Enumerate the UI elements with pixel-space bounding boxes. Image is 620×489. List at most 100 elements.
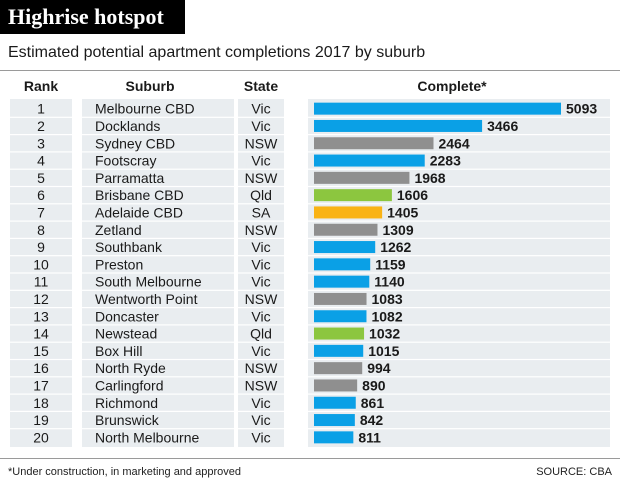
row-divider [82, 116, 234, 118]
row-divider [10, 255, 72, 257]
row-divider [308, 376, 610, 378]
suburb-label: North Melbourne [95, 429, 199, 445]
row-divider [238, 307, 284, 309]
bar [314, 414, 355, 427]
row-divider [82, 289, 234, 291]
rank-label: 4 [37, 153, 45, 169]
state-label: NSW [245, 377, 278, 393]
row-divider [238, 358, 284, 361]
bar [314, 154, 425, 167]
value-label: 1032 [369, 326, 400, 342]
value-label: 5093 [566, 101, 597, 117]
header-state: State [244, 78, 278, 94]
row-divider [82, 185, 234, 188]
row-divider [82, 203, 234, 205]
rank-label: 12 [33, 291, 49, 307]
source-credit: SOURCE: CBA [536, 466, 612, 478]
state-label: SA [252, 204, 271, 220]
bar [314, 327, 365, 340]
state-label: Vic [251, 429, 270, 445]
row-divider [238, 151, 284, 153]
bottom-divider [0, 458, 620, 459]
row-divider [82, 341, 234, 343]
bar [314, 344, 364, 357]
state-label: NSW [245, 360, 278, 376]
suburb-label: Southbank [95, 239, 163, 255]
bar [314, 362, 363, 375]
row-divider [238, 376, 284, 378]
rank-label: 7 [37, 204, 45, 220]
rank-label: 13 [33, 308, 49, 324]
row-divider [10, 151, 72, 153]
state-label: Vic [251, 412, 270, 428]
suburb-label: Preston [95, 256, 143, 272]
top-divider [0, 70, 620, 71]
header-complete: Complete* [417, 78, 487, 94]
row-divider [308, 237, 610, 239]
rank-label: 10 [33, 256, 49, 272]
row-divider [82, 168, 234, 170]
rank-label: 19 [33, 412, 49, 428]
bar [314, 206, 383, 219]
row-divider [82, 237, 234, 239]
row-divider [308, 255, 610, 257]
row-divider [308, 220, 610, 222]
state-label: NSW [245, 291, 278, 307]
bar [314, 189, 392, 202]
row-divider [238, 168, 284, 170]
row-divider [308, 185, 610, 188]
rank-label: 3 [37, 135, 45, 151]
value-label: 1083 [372, 291, 403, 307]
row-divider [238, 134, 284, 136]
suburb-label: Zetland [95, 222, 142, 238]
suburb-label: Sydney CBD [95, 135, 175, 151]
suburb-label: Brunswick [95, 412, 160, 428]
state-label: Vic [251, 256, 270, 272]
row-divider [82, 272, 234, 274]
bar [314, 275, 370, 288]
value-label: 1968 [414, 170, 445, 186]
row-divider [238, 428, 284, 430]
rank-label: 5 [37, 170, 45, 186]
row-divider [238, 393, 284, 395]
row-divider [10, 324, 72, 326]
rank-label: 16 [33, 360, 49, 376]
row-divider [82, 255, 234, 257]
row-divider [238, 237, 284, 239]
row-divider [10, 289, 72, 291]
rank-label: 9 [37, 239, 45, 255]
row-divider [308, 358, 610, 361]
bar [314, 258, 371, 271]
bar [314, 171, 410, 184]
row-divider [10, 203, 72, 205]
row-divider [82, 151, 234, 153]
row-divider [10, 116, 72, 118]
row-divider [82, 428, 234, 430]
state-label: Vic [251, 274, 270, 290]
row-divider [10, 237, 72, 239]
value-label: 2464 [438, 135, 469, 151]
row-divider [238, 220, 284, 222]
rank-label: 15 [33, 343, 49, 359]
state-label: Vic [251, 395, 270, 411]
row-divider [10, 410, 72, 412]
value-label: 1140 [374, 274, 405, 290]
value-label: 1309 [382, 222, 413, 238]
row-divider [82, 220, 234, 222]
row-divider [308, 151, 610, 153]
suburb-label: North Ryde [95, 360, 166, 376]
value-label: 811 [358, 429, 381, 445]
suburb-label: Box Hill [95, 343, 142, 359]
state-label: Vic [251, 153, 270, 169]
rank-label: 6 [37, 187, 45, 203]
suburb-label: Footscray [95, 153, 156, 169]
bar [314, 241, 376, 254]
value-label: 1159 [375, 256, 406, 272]
value-label: 1606 [397, 187, 428, 203]
row-divider [308, 428, 610, 430]
row-divider [238, 116, 284, 118]
row-divider [238, 255, 284, 257]
value-label: 994 [367, 360, 391, 376]
row-divider [10, 376, 72, 378]
bar [314, 102, 561, 115]
